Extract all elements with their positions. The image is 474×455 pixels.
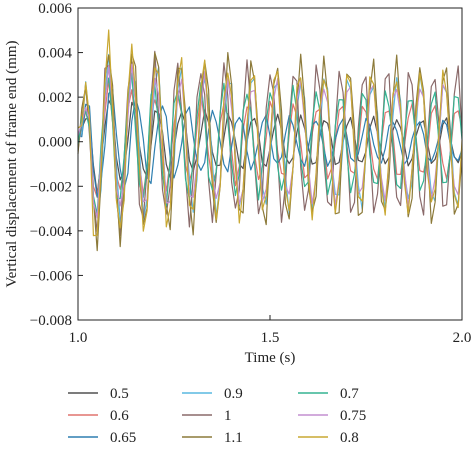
- legend-item: 0.7: [298, 386, 359, 402]
- series-line-0-8: [77, 29, 463, 237]
- y-tick-label: −0.004: [30, 224, 73, 240]
- legend-label: 0.6: [110, 408, 129, 424]
- legend-item: 1.1: [182, 430, 243, 446]
- x-tick-label: 1.0: [69, 330, 88, 346]
- legend-label: 0.5: [110, 386, 129, 402]
- legend-item: 0.8: [298, 430, 359, 446]
- legend-label: 0.8: [340, 430, 359, 446]
- legend-label: 1.1: [224, 430, 243, 446]
- y-tick-label: 0.006: [38, 1, 72, 17]
- legend-item: 0.6: [68, 408, 129, 424]
- legend-label: 0.9: [224, 386, 243, 402]
- y-tick-label: 0.004: [38, 46, 72, 62]
- legend: 0.5 0.6 0.65 0.9 1 1.1 0.7 0.75 0.8: [68, 386, 366, 446]
- legend-item: 0.9: [182, 386, 243, 402]
- x-tick-label: 2.0: [453, 330, 472, 346]
- y-tick-label: 0.002: [38, 90, 72, 106]
- legend-item: 0.75: [298, 408, 366, 424]
- x-axis-label: Time (s): [245, 350, 296, 366]
- x-tick-label: 1.5: [261, 330, 280, 346]
- y-tick-label: −0.008: [30, 313, 72, 329]
- y-tick-label: 0.000: [38, 135, 72, 151]
- legend-item: 0.65: [68, 430, 136, 446]
- plot-lines: [77, 29, 463, 252]
- x-axis-ticks: 1.0 1.5 2.0: [69, 315, 472, 346]
- y-axis-label: Vertical displacement of frame end (mm): [4, 41, 20, 288]
- legend-item: 1: [182, 408, 232, 424]
- series-line-0-9: [77, 53, 463, 223]
- legend-label: 1: [224, 408, 232, 424]
- legend-label: 0.7: [340, 386, 359, 402]
- y-tick-label: −0.006: [30, 268, 73, 284]
- y-axis-ticks: 0.006 0.004 0.002 0.000 −0.002 −0.004 −0.006 −0…: [30, 1, 83, 329]
- legend-label: 0.75: [340, 408, 366, 424]
- y-tick-label: −0.002: [30, 179, 72, 195]
- legend-label: 0.65: [110, 430, 136, 446]
- legend-item: 0.5: [68, 386, 129, 402]
